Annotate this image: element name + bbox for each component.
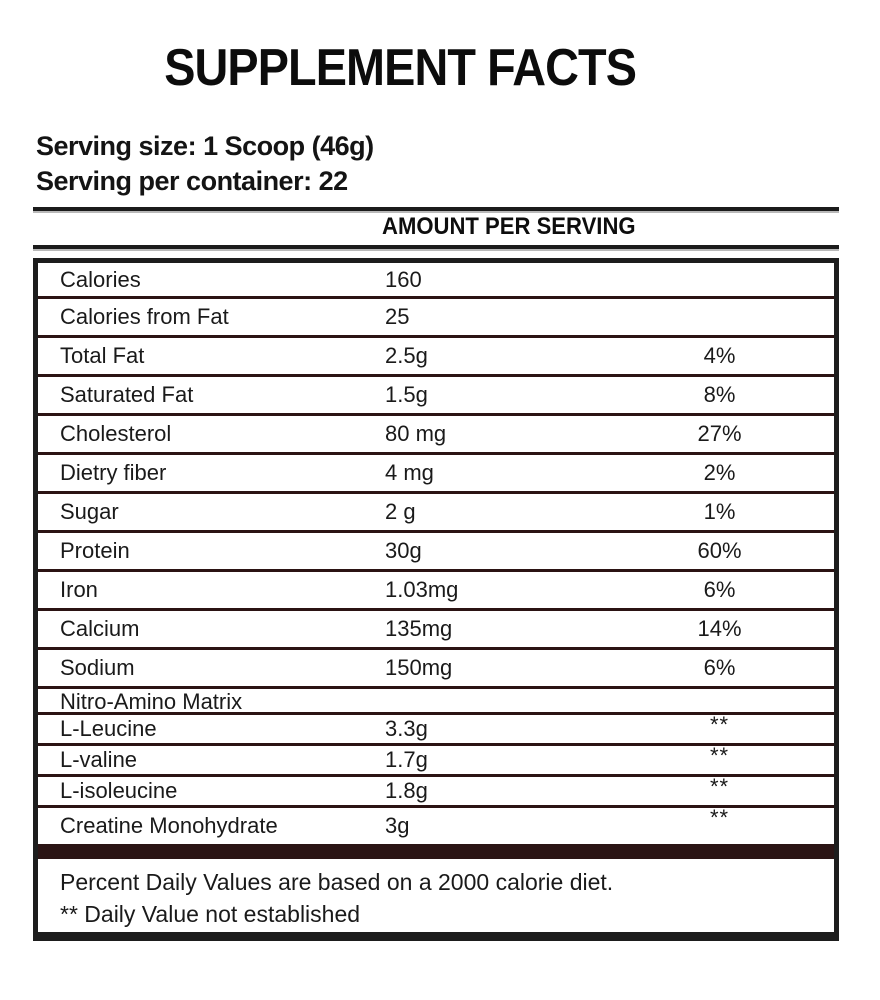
table-row: Sodium 150mg 6%	[38, 650, 834, 689]
page-title: SUPPLEMENT FACTS	[164, 39, 637, 97]
serving-size-line: Serving size: 1 Scoop (46g)	[36, 131, 374, 161]
row-amount: 4 mg	[385, 460, 434, 485]
table-row: Saturated Fat 1.5g 8%	[38, 377, 834, 416]
footnote-daily-values: Percent Daily Values are based on a 2000…	[60, 869, 614, 895]
row-label: Sugar	[60, 499, 119, 524]
label-header: SUPPLEMENT FACTS	[0, 38, 800, 98]
row-amount: 1.5g	[385, 382, 428, 407]
row-label: Iron	[60, 577, 98, 602]
row-daily-value: 1%	[703, 499, 736, 524]
divider-bar-bottom	[33, 245, 839, 251]
row-label: Nitro-Amino Matrix	[60, 689, 243, 714]
amount-per-serving-header: AMOUNT PER SERVING	[382, 213, 636, 240]
serving-info: Serving size: 1 Scoop (46g) Serving per …	[36, 129, 374, 199]
table-row: L-valine 1.7g **	[38, 743, 834, 777]
row-amount: 2 g	[385, 499, 416, 524]
row-amount: 2.5g	[385, 343, 428, 368]
row-label: L-Leucine	[60, 716, 157, 741]
row-amount: 3g	[385, 813, 410, 838]
footnote-not-established: ** Daily Value not established	[60, 901, 361, 927]
row-label: Protein	[60, 538, 130, 563]
row-daily-value: 4%	[703, 343, 736, 368]
row-amount: 1.8g	[385, 778, 428, 803]
row-daily-value: 6%	[703, 655, 736, 680]
table-row: Calcium 135mg 14%	[38, 611, 834, 650]
table-row: Protein 30g 60%	[38, 533, 834, 572]
row-label: Creatine Monohydrate	[60, 813, 278, 838]
table-row: Iron 1.03mg 6%	[38, 572, 834, 611]
footnotes: Percent Daily Values are based on a 2000…	[38, 859, 834, 938]
row-amount: 160	[385, 266, 422, 292]
supplement-facts-table: Calories 160 Calories from Fat 25 Total …	[33, 258, 839, 941]
row-daily-value: **	[709, 712, 730, 737]
row-amount: 25	[385, 304, 410, 329]
table-row: Dietry fiber 4 mg 2%	[38, 455, 834, 494]
table-row: Cholesterol 80 mg 27%	[38, 416, 834, 455]
table-row: Creatine Monohydrate 3g **	[38, 805, 834, 844]
facts-rows: Calories 160 Calories from Fat 25 Total …	[38, 263, 834, 844]
row-label: L-isoleucine	[60, 778, 178, 803]
row-amount: 135mg	[385, 616, 453, 641]
row-amount: 1.03mg	[385, 577, 459, 602]
row-daily-value: **	[709, 743, 730, 768]
row-daily-value: 6%	[703, 577, 736, 602]
row-label: Dietry fiber	[60, 460, 167, 485]
row-amount: 3.3g	[385, 716, 428, 741]
divider-bar-top	[33, 207, 839, 213]
row-daily-value: 27%	[697, 421, 742, 446]
table-row: Calories from Fat 25	[38, 299, 834, 338]
row-amount: 30g	[385, 538, 422, 563]
servings-per-container-line: Serving per container: 22	[36, 166, 348, 196]
row-amount: 150mg	[385, 655, 453, 680]
row-daily-value: **	[709, 774, 730, 799]
row-label: Sodium	[60, 655, 135, 680]
row-daily-value: 2%	[703, 460, 736, 485]
table-row: Calories 160	[38, 263, 834, 299]
row-label: Calories	[60, 266, 141, 292]
row-amount: 80 mg	[385, 421, 447, 446]
row-label: Total Fat	[60, 343, 145, 368]
table-row: Sugar 2 g 1%	[38, 494, 834, 533]
table-row: Total Fat 2.5g 4%	[38, 338, 834, 377]
table-row: L-Leucine 3.3g **	[38, 712, 834, 746]
amount-per-serving-header-row: AMOUNT PER SERVING	[33, 213, 839, 241]
row-label: Saturated Fat	[60, 382, 194, 407]
row-label: Calories from Fat	[60, 304, 229, 329]
row-amount: 1.7g	[385, 747, 428, 772]
row-daily-value: 14%	[697, 616, 742, 641]
accent-divider-bar	[38, 844, 834, 859]
row-daily-value: **	[709, 805, 730, 830]
row-label: Calcium	[60, 616, 140, 641]
table-row: Nitro-Amino Matrix	[38, 689, 834, 715]
row-label: L-valine	[60, 747, 138, 772]
table-row: L-isoleucine 1.8g **	[38, 774, 834, 808]
row-daily-value: 60%	[697, 538, 742, 563]
row-daily-value: 8%	[703, 382, 736, 407]
row-label: Cholesterol	[60, 421, 172, 446]
